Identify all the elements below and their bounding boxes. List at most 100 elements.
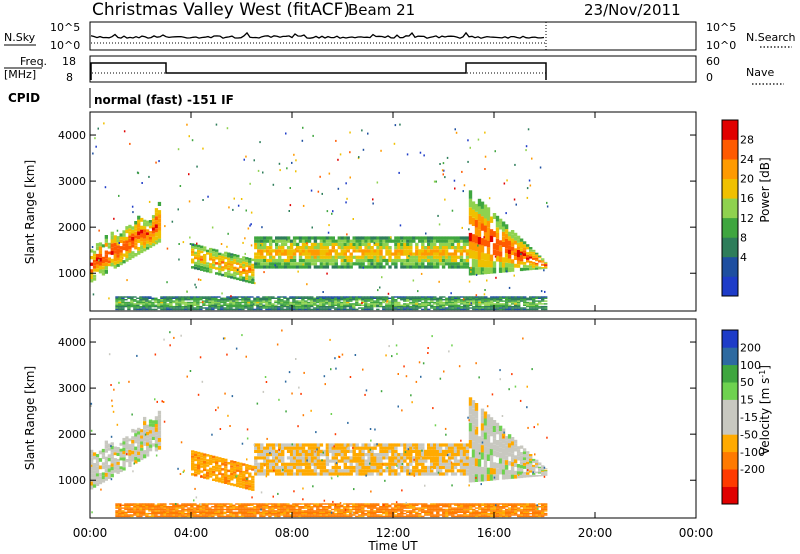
velocity-cell — [115, 515, 119, 518]
velocity-cell — [430, 469, 434, 473]
power-cell — [203, 261, 207, 265]
power-cell — [430, 305, 434, 308]
velocity-cell — [191, 460, 195, 463]
velocity-cell — [262, 511, 266, 513]
power-speck — [126, 279, 128, 282]
power-cell — [478, 300, 482, 302]
velocity-cell — [316, 503, 320, 505]
velocity-cell — [412, 514, 416, 516]
velocity-cell — [436, 456, 440, 460]
velocity-cell — [145, 504, 149, 506]
power-cell — [526, 304, 530, 306]
power-cell — [532, 253, 536, 256]
velocity-cell — [394, 462, 398, 466]
power-colorbar-segment — [722, 217, 738, 238]
velocity-cell — [125, 449, 129, 453]
power-cell — [480, 267, 485, 275]
velocity-cell — [358, 449, 362, 453]
power-cell — [125, 251, 129, 255]
velocity-cell — [257, 469, 261, 473]
velocity-cell — [379, 469, 383, 473]
velocity-cell — [418, 510, 422, 512]
velocity-cell — [397, 462, 401, 466]
power-cell — [450, 239, 455, 243]
velocity-cell — [535, 464, 539, 467]
velocity-cell — [134, 446, 138, 450]
velocity-cell — [208, 503, 212, 505]
velocity-cell — [116, 467, 120, 471]
power-cell — [415, 252, 419, 256]
power-speck — [132, 211, 134, 214]
nsky-tick-top: 10^5 — [50, 21, 80, 34]
power-cell — [245, 259, 249, 263]
power-cell — [331, 246, 335, 250]
power-cell — [310, 242, 315, 246]
velocity-cell — [313, 510, 317, 512]
velocity-cell — [474, 466, 479, 475]
power-speck — [155, 161, 157, 164]
power-cell — [538, 303, 542, 305]
power-cell — [454, 304, 458, 306]
power-cell — [230, 255, 234, 259]
velocity-cell — [154, 416, 159, 421]
velocity-cell — [544, 473, 548, 475]
velocity-cell — [441, 459, 446, 463]
power-cell — [463, 297, 467, 299]
velocity-cell — [388, 456, 392, 460]
velocity-cell — [283, 503, 287, 505]
velocity-cell — [247, 510, 251, 512]
power-cell — [478, 296, 482, 298]
velocity-cell — [441, 453, 446, 457]
velocity-cell — [250, 512, 254, 515]
power-cell — [208, 308, 212, 311]
power-cell — [151, 218, 156, 222]
power-cell — [474, 251, 479, 260]
velocity-cell — [151, 430, 156, 434]
power-cell — [322, 246, 327, 250]
power-cell — [178, 303, 182, 305]
power-cell — [262, 297, 266, 299]
velocity-cell — [370, 449, 374, 453]
power-cell — [95, 261, 100, 265]
power-cell — [122, 246, 126, 251]
power-cell — [322, 255, 327, 259]
power-cell — [403, 236, 407, 240]
velocity-cell — [95, 476, 100, 480]
power-cell — [481, 301, 485, 304]
velocity-cell — [251, 478, 255, 481]
power-cell — [466, 300, 470, 302]
power-cell — [283, 258, 288, 263]
velocity-cell — [529, 463, 533, 466]
power-cell — [412, 301, 416, 304]
power-cell — [522, 241, 527, 245]
power-cell — [364, 258, 368, 263]
power-cell — [218, 273, 222, 276]
velocity-cell — [409, 503, 413, 505]
velocity-cell — [343, 512, 347, 515]
velocity-cell — [217, 515, 221, 518]
velocity-cell — [181, 510, 185, 512]
velocity-cell — [280, 504, 284, 506]
velocity-cell — [316, 512, 320, 515]
power-speck — [92, 152, 94, 155]
power-speck — [446, 156, 449, 159]
velocity-cell — [415, 472, 419, 476]
velocity-cell — [283, 443, 288, 447]
velocity-cell — [101, 455, 106, 459]
power-cell — [322, 297, 326, 299]
power-cell — [412, 252, 416, 256]
velocity-cell — [492, 444, 497, 451]
power-cell — [265, 303, 269, 305]
power-cell — [487, 305, 491, 308]
power-cell — [529, 267, 533, 271]
velocity-cell — [334, 459, 338, 463]
velocity-cell — [322, 465, 327, 470]
velocity-cell — [346, 449, 350, 453]
velocity-cell — [298, 472, 303, 476]
nsky-frame — [89, 21, 697, 51]
velocity-cell — [373, 504, 377, 506]
velocity-cell — [148, 437, 153, 441]
power-cell — [511, 308, 515, 311]
power-cell — [200, 265, 204, 269]
power-cell — [223, 308, 227, 311]
